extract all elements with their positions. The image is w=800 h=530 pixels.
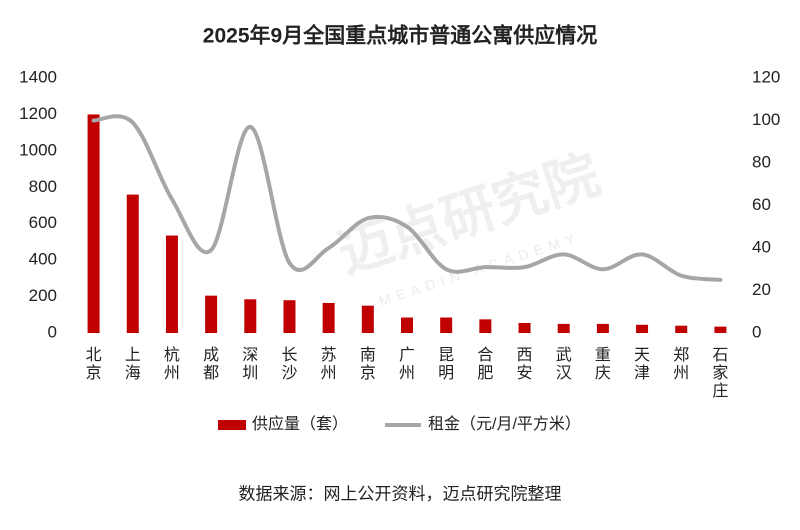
x-tick-label: 天津 bbox=[634, 347, 650, 382]
bar bbox=[401, 317, 413, 333]
x-tick-label: 杭州 bbox=[164, 346, 180, 382]
y2-tick-label: 80 bbox=[752, 152, 771, 171]
x-tick-label: 西安 bbox=[517, 347, 533, 382]
x-tick-label: 广州 bbox=[399, 346, 415, 382]
bar bbox=[87, 114, 100, 333]
legend-label: 租金（元/月/平方米） bbox=[428, 415, 581, 433]
y-tick-label: 800 bbox=[29, 177, 57, 196]
x-tick-label: 石家庄 bbox=[712, 347, 728, 400]
y2-tick-label: 120 bbox=[752, 67, 780, 86]
y2-tick-label: 100 bbox=[752, 110, 780, 129]
bar bbox=[479, 319, 492, 333]
legend-label: 供应量（套） bbox=[252, 414, 348, 433]
bar bbox=[205, 295, 218, 333]
bar bbox=[596, 323, 609, 333]
source-note: 数据来源：网上公开资料，迈点研究院整理 bbox=[239, 484, 562, 503]
x-tick-label: 合肥 bbox=[477, 346, 493, 382]
bar bbox=[283, 300, 296, 333]
bar bbox=[440, 317, 453, 333]
y2-tick-label: 20 bbox=[752, 280, 771, 299]
x-tick-label: 武汉 bbox=[556, 346, 572, 382]
y-tick-label: 200 bbox=[29, 286, 57, 305]
y-tick-label: 1400 bbox=[19, 67, 57, 86]
bar bbox=[165, 235, 178, 333]
bar bbox=[361, 305, 374, 333]
bar bbox=[126, 194, 139, 333]
bar bbox=[557, 323, 570, 333]
y2-tick-label: 40 bbox=[752, 237, 771, 256]
bar bbox=[322, 302, 335, 333]
x-tick-label: 南京 bbox=[360, 346, 376, 382]
x-tick-label: 重庆 bbox=[595, 346, 611, 382]
y2-tick-label: 60 bbox=[752, 195, 771, 214]
y-tick-label: 1000 bbox=[19, 140, 57, 159]
chart-title: 2025年9月全国重点城市普通公寓供应情况 bbox=[203, 24, 597, 48]
y-tick-label: 0 bbox=[48, 322, 57, 341]
y-tick-label: 1200 bbox=[19, 104, 57, 123]
y-tick-label: 400 bbox=[29, 250, 57, 269]
line bbox=[91, 114, 723, 282]
bar bbox=[244, 299, 257, 333]
y2-tick-label: 0 bbox=[752, 322, 761, 341]
x-tick-label: 苏州 bbox=[321, 346, 337, 382]
x-tick-label: 成都 bbox=[203, 346, 219, 382]
legend-swatch bbox=[218, 420, 246, 430]
bar bbox=[675, 325, 688, 333]
bar bbox=[636, 324, 649, 333]
y-tick-label: 600 bbox=[29, 213, 57, 232]
x-tick-label: 深圳 bbox=[242, 346, 258, 382]
x-tick-label: 长沙 bbox=[281, 346, 297, 382]
x-tick-label: 北京 bbox=[86, 346, 102, 382]
bar bbox=[518, 322, 531, 333]
x-tick-label: 昆明 bbox=[438, 347, 454, 382]
x-tick-label: 上海 bbox=[125, 346, 141, 382]
bar bbox=[714, 326, 727, 333]
x-tick-label: 郑州 bbox=[673, 346, 689, 382]
